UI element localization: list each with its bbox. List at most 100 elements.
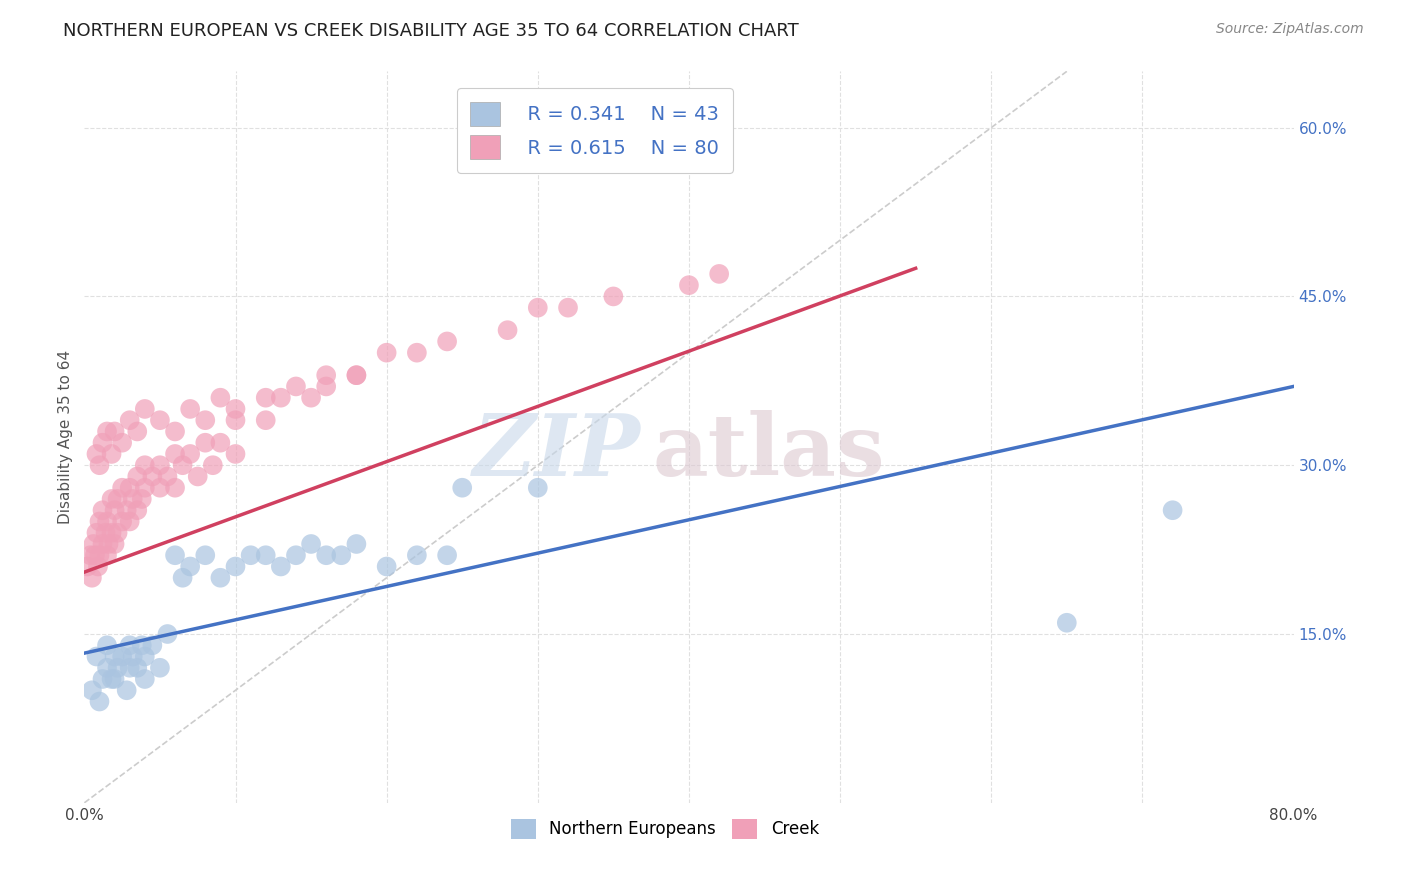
- Point: [149, 481, 172, 495]
- Point: [346, 368, 368, 383]
- Point: [270, 391, 292, 405]
- Point: [121, 491, 143, 506]
- Point: [451, 481, 474, 495]
- Point: [118, 638, 141, 652]
- Point: [209, 571, 232, 585]
- Point: [134, 458, 156, 473]
- Point: [225, 413, 247, 427]
- Point: [375, 345, 398, 359]
- Point: [194, 435, 217, 450]
- Point: [187, 469, 209, 483]
- Point: [527, 481, 550, 495]
- Point: [602, 289, 624, 303]
- Point: [91, 435, 114, 450]
- Text: NORTHERN EUROPEAN VS CREEK DISABILITY AGE 35 TO 64 CORRELATION CHART: NORTHERN EUROPEAN VS CREEK DISABILITY AG…: [63, 22, 799, 40]
- Point: [254, 391, 277, 405]
- Point: [201, 458, 224, 473]
- Point: [285, 548, 308, 562]
- Point: [115, 503, 138, 517]
- Point: [179, 401, 201, 416]
- Point: [111, 435, 134, 450]
- Point: [100, 491, 122, 506]
- Point: [134, 401, 156, 416]
- Point: [118, 481, 141, 495]
- Point: [254, 548, 277, 562]
- Point: [527, 301, 550, 315]
- Point: [127, 661, 149, 675]
- Legend: Northern Europeans, Creek: Northern Europeans, Creek: [503, 812, 825, 846]
- Point: [94, 525, 117, 540]
- Point: [299, 537, 322, 551]
- Point: [131, 638, 153, 652]
- Point: [375, 559, 398, 574]
- Point: [141, 638, 163, 652]
- Y-axis label: Disability Age 35 to 64: Disability Age 35 to 64: [58, 350, 73, 524]
- Point: [86, 447, 108, 461]
- Point: [118, 515, 141, 529]
- Point: [76, 559, 98, 574]
- Text: ZIP: ZIP: [472, 410, 641, 493]
- Point: [194, 413, 217, 427]
- Point: [165, 425, 187, 439]
- Point: [239, 548, 262, 562]
- Point: [165, 548, 187, 562]
- Point: [80, 683, 103, 698]
- Point: [209, 435, 232, 450]
- Point: [134, 649, 156, 664]
- Point: [96, 638, 118, 652]
- Point: [104, 425, 127, 439]
- Point: [436, 334, 458, 349]
- Point: [87, 559, 110, 574]
- Point: [225, 447, 247, 461]
- Point: [156, 469, 179, 483]
- Point: [209, 391, 232, 405]
- Point: [80, 571, 103, 585]
- Point: [96, 661, 118, 675]
- Point: [149, 413, 172, 427]
- Point: [709, 267, 731, 281]
- Point: [346, 537, 368, 551]
- Point: [96, 425, 118, 439]
- Point: [299, 391, 322, 405]
- Text: Source: ZipAtlas.com: Source: ZipAtlas.com: [1216, 22, 1364, 37]
- Point: [172, 458, 194, 473]
- Point: [111, 515, 134, 529]
- Point: [436, 548, 458, 562]
- Point: [285, 379, 308, 393]
- Point: [194, 548, 217, 562]
- Point: [165, 481, 187, 495]
- Point: [496, 323, 519, 337]
- Text: atlas: atlas: [652, 409, 886, 493]
- Point: [96, 515, 118, 529]
- Point: [89, 694, 111, 708]
- Point: [315, 548, 337, 562]
- Point: [118, 661, 141, 675]
- Point: [330, 548, 353, 562]
- Point: [127, 469, 149, 483]
- Point: [91, 672, 114, 686]
- Point: [104, 537, 127, 551]
- Point: [96, 548, 118, 562]
- Point: [89, 458, 111, 473]
- Point: [91, 503, 114, 517]
- Point: [270, 559, 292, 574]
- Point: [91, 537, 114, 551]
- Point: [100, 672, 122, 686]
- Point: [557, 301, 579, 315]
- Point: [315, 368, 337, 383]
- Point: [111, 649, 134, 664]
- Point: [225, 401, 247, 416]
- Point: [104, 649, 127, 664]
- Point: [134, 481, 156, 495]
- Point: [225, 559, 247, 574]
- Point: [141, 469, 163, 483]
- Point: [134, 672, 156, 686]
- Point: [406, 548, 429, 562]
- Point: [254, 413, 277, 427]
- Point: [84, 548, 107, 562]
- Point: [678, 278, 700, 293]
- Point: [115, 683, 138, 698]
- Point: [107, 661, 129, 675]
- Point: [104, 672, 127, 686]
- Point: [149, 458, 172, 473]
